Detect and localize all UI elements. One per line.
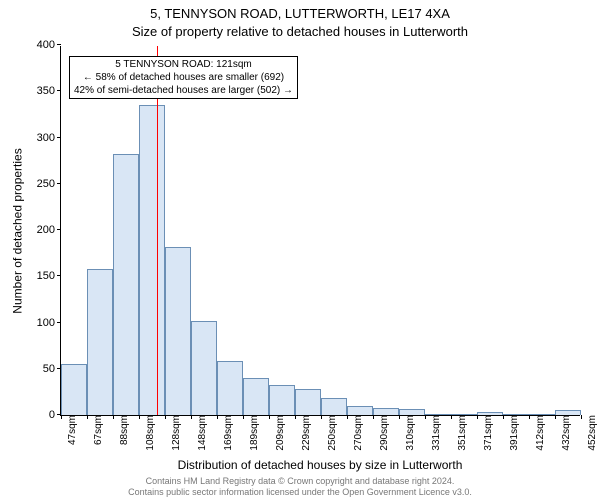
x-tick-mark [113, 415, 114, 419]
histogram-bar [347, 406, 373, 415]
x-tick-mark [425, 415, 426, 419]
x-tick-label: 412sqm [533, 415, 546, 451]
y-tick-mark [57, 368, 61, 369]
y-axis-label: Number of detached properties [11, 148, 25, 313]
x-tick-mark [61, 415, 62, 419]
x-tick-label: 148sqm [195, 415, 208, 451]
x-tick-mark [373, 415, 374, 419]
histogram-bar [321, 398, 347, 415]
x-tick-mark [529, 415, 530, 419]
y-tick-mark [57, 90, 61, 91]
y-tick-mark [57, 183, 61, 184]
y-tick-mark [57, 322, 61, 323]
y-tick-mark [57, 229, 61, 230]
x-tick-label: 67sqm [91, 415, 104, 445]
y-tick-label: 0 [49, 409, 61, 421]
y-axis-label-wrap: Number of detached properties [10, 46, 26, 416]
footer: Contains HM Land Registry data © Crown c… [0, 476, 600, 498]
histogram-bar [373, 408, 399, 415]
x-tick-label: 432sqm [559, 415, 572, 451]
histogram-bar [165, 247, 191, 415]
callout-line-1: 5 TENNYSON ROAD: 121sqm [74, 58, 293, 71]
y-tick-label: 200 [37, 224, 61, 236]
y-tick-label: 350 [37, 85, 61, 97]
x-tick-mark [581, 415, 582, 419]
footer-line-2: Contains public sector information licen… [0, 487, 600, 498]
x-tick-mark [555, 415, 556, 419]
histogram-bar [243, 378, 269, 415]
x-tick-mark [347, 415, 348, 419]
x-tick-label: 331sqm [429, 415, 442, 451]
x-tick-mark [399, 415, 400, 419]
x-tick-mark [269, 415, 270, 419]
y-tick-label: 400 [37, 39, 61, 51]
x-tick-label: 108sqm [143, 415, 156, 451]
x-tick-label: 270sqm [351, 415, 364, 451]
histogram-bar [87, 269, 113, 415]
callout-box: 5 TENNYSON ROAD: 121sqm ← 58% of detache… [69, 56, 298, 99]
y-tick-mark [57, 275, 61, 276]
x-tick-label: 310sqm [403, 415, 416, 451]
x-tick-mark [191, 415, 192, 419]
y-tick-label: 150 [37, 270, 61, 282]
x-tick-mark [87, 415, 88, 419]
y-tick-mark [57, 137, 61, 138]
histogram-bar [139, 105, 165, 415]
property-marker-line [157, 46, 158, 415]
chart-title-line2: Size of property relative to detached ho… [0, 24, 600, 39]
histogram-bar [295, 389, 321, 415]
y-tick-label: 50 [43, 363, 61, 375]
histogram-bar [217, 361, 243, 415]
histogram-bar [61, 364, 87, 415]
footer-line-1: Contains HM Land Registry data © Crown c… [0, 476, 600, 487]
callout-line-2: ← 58% of detached houses are smaller (69… [74, 71, 293, 84]
x-tick-label: 351sqm [455, 415, 468, 451]
x-tick-label: 229sqm [299, 415, 312, 451]
y-tick-mark [57, 44, 61, 45]
x-tick-label: 189sqm [247, 415, 260, 451]
x-tick-label: 371sqm [481, 415, 494, 451]
histogram-bars [61, 46, 580, 415]
chart-title-line1: 5, TENNYSON ROAD, LUTTERWORTH, LE17 4XA [0, 6, 600, 21]
x-tick-label: 128sqm [169, 415, 182, 451]
histogram-bar [113, 154, 139, 415]
x-tick-mark [165, 415, 166, 419]
x-tick-mark [451, 415, 452, 419]
histogram-bar [269, 385, 295, 415]
x-tick-mark [295, 415, 296, 419]
x-tick-label: 169sqm [221, 415, 234, 451]
callout-line-3: 42% of semi-detached houses are larger (… [74, 84, 293, 97]
x-tick-mark [139, 415, 140, 419]
y-tick-label: 100 [37, 317, 61, 329]
y-tick-label: 300 [37, 132, 61, 144]
histogram-bar [191, 321, 217, 415]
x-tick-mark [477, 415, 478, 419]
x-tick-label: 88sqm [117, 415, 130, 445]
x-tick-label: 209sqm [273, 415, 286, 451]
plot-area: 05010015020025030035040047sqm67sqm88sqm1… [60, 46, 580, 416]
x-axis-label: Distribution of detached houses by size … [60, 458, 580, 472]
x-tick-mark [321, 415, 322, 419]
x-tick-label: 250sqm [325, 415, 338, 451]
x-tick-mark [217, 415, 218, 419]
x-tick-label: 290sqm [377, 415, 390, 451]
y-tick-label: 250 [37, 178, 61, 190]
x-tick-mark [503, 415, 504, 419]
x-tick-mark [243, 415, 244, 419]
x-tick-label: 452sqm [585, 415, 598, 451]
x-tick-label: 47sqm [65, 415, 78, 445]
x-tick-label: 391sqm [507, 415, 520, 451]
